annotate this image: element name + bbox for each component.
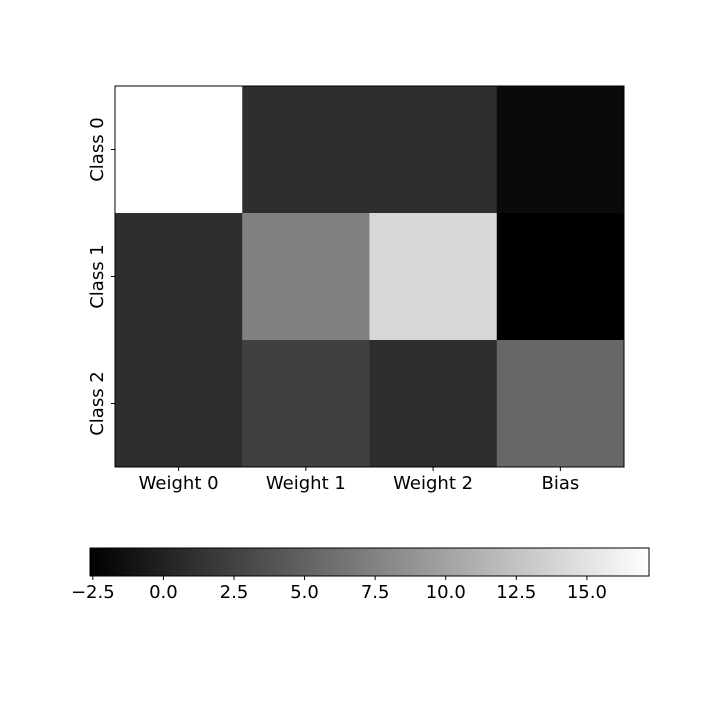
- y-axis: Class 0 Class 1 Class 2: [87, 117, 115, 436]
- heatmap-cell-r2-c2: [369, 340, 498, 468]
- y-tick-label: Class 1: [87, 244, 108, 309]
- heatmap-cell-r1-c0: [115, 213, 243, 341]
- colorbar-tick-label: 5.0: [290, 582, 319, 603]
- colorbar-tick-label: 2.5: [220, 582, 249, 603]
- heatmap-cells: [115, 86, 625, 468]
- heatmap-cell-r2-c1: [242, 340, 370, 468]
- x-tick-label: Weight 1: [266, 473, 346, 494]
- heatmap-cell-r1-c2: [369, 213, 498, 341]
- colorbar-tick-label: 0.0: [149, 582, 178, 603]
- heatmap-cell-r0-c1: [242, 86, 370, 214]
- heatmap-cell-r0-c3: [496, 86, 625, 214]
- heatmap-cell-r2-c3: [496, 340, 625, 468]
- heatmap-cell-r2-c0: [115, 340, 243, 468]
- colorbar-tick-label: −2.5: [71, 582, 115, 603]
- heatmap-cell-r0-c0: [115, 86, 243, 214]
- heatmap-cell-r1-c1: [242, 213, 370, 341]
- heatmap-cell-r0-c2: [369, 86, 498, 214]
- colorbar-tick-label: 10.0: [426, 582, 466, 603]
- colorbar-tick-label: 7.5: [361, 582, 390, 603]
- x-axis: Weight 0 Weight 1 Weight 2 Bias: [139, 467, 579, 494]
- x-tick-label: Weight 0: [139, 473, 219, 494]
- x-tick-label: Bias: [541, 473, 579, 494]
- colorbar-tick-label: 12.5: [496, 582, 536, 603]
- y-tick-label: Class 0: [87, 117, 108, 182]
- colorbar: −2.5 0.0 2.5 5.0 7.5 10.0 12.5 15.0: [71, 547, 650, 603]
- x-tick-label: Weight 2: [393, 473, 473, 494]
- heatmap-cell-r1-c3: [496, 213, 625, 341]
- y-tick-label: Class 2: [87, 371, 108, 436]
- colorbar-tick-label: 15.0: [567, 582, 607, 603]
- colorbar-gradient: [89, 547, 650, 577]
